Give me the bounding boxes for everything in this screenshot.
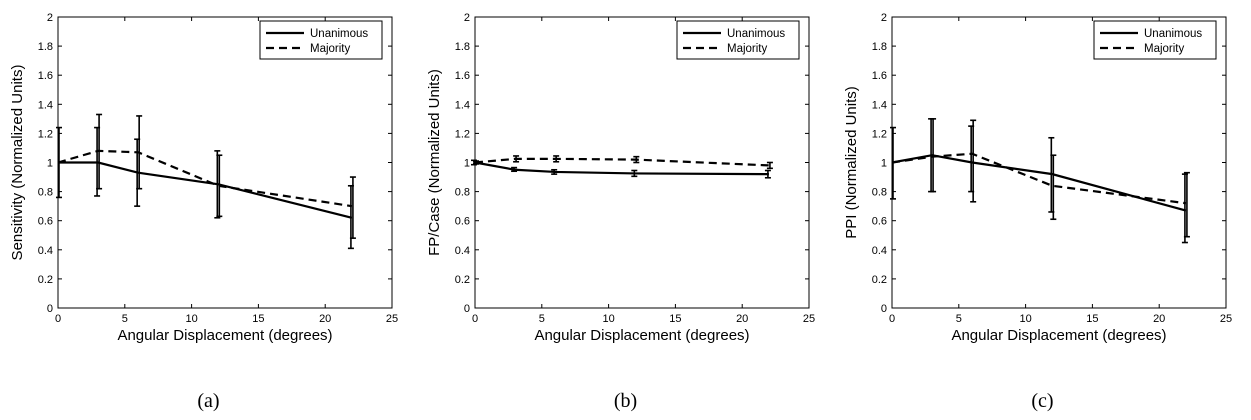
x-tick-label: 15 — [252, 313, 264, 325]
legend-label-majority: Majority — [1144, 43, 1185, 55]
y-axis-label: Sensitivity (Normalized Units) — [9, 65, 26, 261]
x-tick-label: 0 — [472, 313, 478, 325]
y-tick-label: 0.8 — [38, 187, 53, 199]
chart-panel-b: 0 5 10 15 20 25 0 0.2 0.4 0.6 0.8 1 1.2 1.4 1.6 1.8 2 Ang… — [417, 0, 834, 420]
y-tick-label: 1.2 — [455, 128, 470, 140]
y-tick-label: 1.8 — [38, 41, 53, 53]
y-tick-label: 1.4 — [872, 99, 887, 111]
chart-b-svg: 0 5 10 15 20 25 0 0.2 0.4 0.6 0.8 1 1.2 1.4 1.6 1.8 2 Ang… — [426, 12, 815, 344]
y-tick-label: 0 — [47, 303, 53, 315]
chart-panel-a: 0 5 10 15 20 25 0 0.2 0.4 0.6 0.8 1 1.2 1.4 1.6 1.8 2 Ang… — [0, 0, 417, 420]
x-tick-label: 20 — [736, 313, 748, 325]
y-tick-label: 0.2 — [38, 274, 53, 286]
series-line-unanimous — [474, 161, 769, 176]
x-tick-label: 10 — [1019, 313, 1031, 325]
y-tick-label: 0 — [881, 303, 887, 315]
series-line-majority — [891, 152, 1187, 205]
x-tick-label: 10 — [602, 313, 614, 325]
chart-c-svg: 0 5 10 15 20 25 0 0.2 0.4 0.6 0.8 1 1.2 1.4 1.6 1.8 2 Ang… — [843, 12, 1232, 344]
x-axis-label: Angular Displacement (degrees) — [951, 327, 1166, 344]
x-axis-label: Angular Displacement (degrees) — [117, 327, 332, 344]
y-tick-label: 0.2 — [455, 274, 470, 286]
x-tick-label: 25 — [386, 313, 398, 325]
plot-area-frame — [474, 16, 810, 309]
caption-a: (a) — [197, 390, 220, 412]
y-tick-label: 1.6 — [38, 70, 53, 82]
y-tick-label: 0.4 — [455, 245, 470, 257]
y-tick-label: 1 — [881, 158, 887, 170]
x-tick-label: 5 — [539, 313, 545, 325]
series-line-majority — [57, 149, 353, 208]
y-tick-label: 0.4 — [38, 245, 53, 257]
legend-label-unanimous: Unanimous — [1144, 28, 1202, 40]
x-tick-label: 25 — [803, 313, 815, 325]
y-tick-label: 1.6 — [455, 70, 470, 82]
caption-c: (c) — [1031, 390, 1054, 412]
legend-box — [1093, 20, 1217, 60]
y-tick-label: 1.8 — [872, 41, 887, 53]
x-tick-label: 20 — [319, 313, 331, 325]
legend-label-majority: Majority — [727, 43, 768, 55]
y-tick-label: 2 — [47, 12, 53, 24]
y-axis-label: FP/Case (Normalized Units) — [426, 69, 443, 256]
x-tick-label: 5 — [122, 313, 128, 325]
y-tick-label: 1.2 — [38, 128, 53, 140]
x-tick-label: 15 — [1086, 313, 1098, 325]
x-axis-label: Angular Displacement (degrees) — [534, 327, 749, 344]
y-tick-label: 1 — [464, 158, 470, 170]
y-tick-label: 0.6 — [455, 216, 470, 228]
x-tick-label: 5 — [956, 313, 962, 325]
x-tick-label: 10 — [185, 313, 197, 325]
y-tick-label: 0.8 — [455, 187, 470, 199]
legend-label-majority: Majority — [310, 43, 351, 55]
y-tick-label: 1 — [47, 158, 53, 170]
x-tick-label: 20 — [1153, 313, 1165, 325]
plot-area-frame — [57, 16, 393, 309]
y-tick-label: 2 — [464, 12, 470, 24]
y-tick-label: 0.6 — [872, 216, 887, 228]
legend-box — [676, 20, 800, 60]
plot-area-frame — [891, 16, 1227, 309]
caption-b: (b) — [613, 390, 638, 412]
y-tick-label: 1.4 — [455, 99, 470, 111]
y-tick-label: 0 — [464, 303, 470, 315]
y-axis-label: PPI (Normalized Units) — [843, 86, 860, 239]
x-tick-label: 0 — [889, 313, 895, 325]
series-line-unanimous — [891, 154, 1187, 212]
y-tick-label: 1.6 — [872, 70, 887, 82]
x-tick-label: 15 — [669, 313, 681, 325]
y-tick-label: 1.8 — [455, 41, 470, 53]
y-tick-label: 0.2 — [872, 274, 887, 286]
y-tick-label: 0.6 — [38, 216, 53, 228]
y-tick-label: 1.2 — [872, 128, 887, 140]
x-tick-label: 25 — [1220, 313, 1232, 325]
chart-panel-c: 0 5 10 15 20 25 0 0.2 0.4 0.6 0.8 1 1.2 1.4 1.6 1.8 2 Ang… — [834, 0, 1251, 420]
legend-label-unanimous: Unanimous — [727, 28, 785, 40]
y-tick-label: 0.4 — [872, 245, 887, 257]
chart-a-svg: 0 5 10 15 20 25 0 0.2 0.4 0.6 0.8 1 1.2 1.4 1.6 1.8 2 Ang… — [9, 12, 398, 344]
y-tick-label: 1.4 — [38, 99, 53, 111]
legend-label-unanimous: Unanimous — [310, 28, 368, 40]
y-tick-label: 0.8 — [872, 187, 887, 199]
series-line-majority — [474, 157, 769, 167]
legend-box — [259, 20, 383, 60]
series-line-unanimous — [58, 161, 353, 219]
y-tick-label: 2 — [881, 12, 887, 24]
x-tick-label: 0 — [55, 313, 61, 325]
